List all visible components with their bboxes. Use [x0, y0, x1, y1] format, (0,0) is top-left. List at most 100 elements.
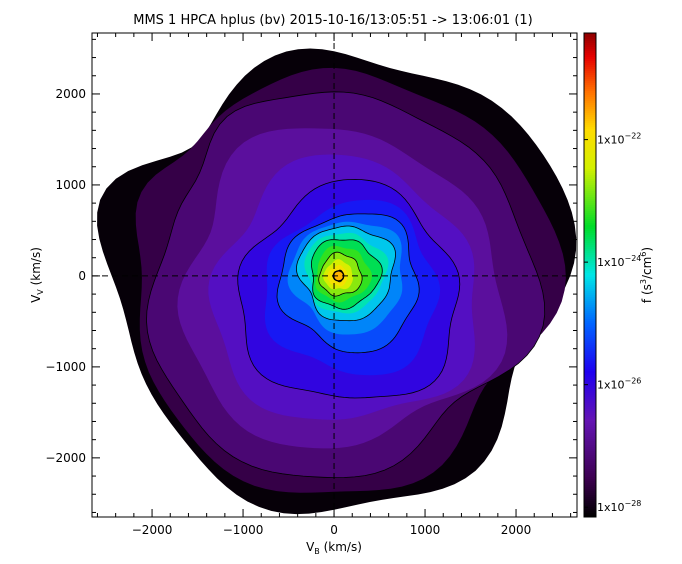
colorbar-segment: [584, 397, 596, 400]
colorbar-segment: [584, 233, 596, 236]
x-label-sub: B: [314, 547, 320, 556]
colorbar-segment: [584, 349, 596, 352]
colorbar-segment: [584, 513, 596, 516]
colorbar-segment: [584, 335, 596, 338]
colorbar-segment: [584, 361, 596, 364]
x-tick-label: 0: [330, 523, 338, 537]
colorbar-segment: [584, 359, 596, 362]
colorbar-segment: [584, 301, 596, 304]
colorbar-segment: [584, 321, 596, 324]
colorbar-segment: [584, 431, 596, 434]
colorbar-segment: [584, 475, 596, 478]
colorbar-segment: [584, 231, 596, 234]
y-label-sub: V: [36, 289, 45, 295]
colorbar-segment: [584, 313, 596, 316]
colorbar-tick-label: 1x10−28: [597, 499, 641, 514]
colorbar-segment: [584, 447, 596, 450]
colorbar-segment: [584, 287, 596, 290]
colorbar-segment: [584, 165, 596, 168]
colorbar-segment: [584, 469, 596, 472]
y-label-unit: (km/s): [29, 247, 43, 289]
colorbar-segment: [584, 491, 596, 494]
colorbar-segment: [584, 177, 596, 180]
colorbar-segment: [584, 391, 596, 394]
colorbar-segment: [584, 57, 596, 60]
colorbar-segment: [584, 381, 596, 384]
x-tick-label: −2000: [132, 523, 173, 537]
colorbar-segment: [584, 415, 596, 418]
colorbar-segment: [584, 261, 596, 264]
colorbar-segment: [584, 439, 596, 442]
colorbar-segment: [584, 167, 596, 170]
colorbar-segment: [584, 253, 596, 256]
colorbar-segment: [584, 67, 596, 70]
colorbar-segment: [584, 315, 596, 318]
colorbar-segment: [584, 221, 596, 224]
colorbar-segment: [584, 355, 596, 358]
colorbar-tick-label: 1x10−24: [597, 254, 641, 269]
colorbar-segment: [584, 93, 596, 96]
colorbar-segment: [584, 187, 596, 190]
colorbar-segment: [584, 429, 596, 432]
x-label-main: V: [306, 540, 315, 554]
colorbar-segment: [584, 343, 596, 346]
colorbar-segment: [584, 419, 596, 422]
colorbar-segment: [584, 137, 596, 140]
colorbar-segment: [584, 407, 596, 410]
colorbar-segment: [584, 87, 596, 90]
colorbar-segment: [584, 483, 596, 486]
colorbar-segment: [584, 169, 596, 172]
plot-area: [92, 33, 577, 517]
colorbar-segment: [584, 271, 596, 274]
colorbar-segment: [584, 499, 596, 502]
colorbar-segment: [584, 97, 596, 100]
colorbar-segment: [584, 139, 596, 142]
colorbar-segment: [584, 83, 596, 86]
colorbar-segment: [584, 43, 596, 46]
colorbar-segment: [584, 71, 596, 74]
colorbar-segment: [584, 497, 596, 500]
colorbar-segment: [584, 229, 596, 232]
colorbar-segment: [584, 437, 596, 440]
colorbar-segment: [584, 37, 596, 40]
colorbar-segment: [584, 133, 596, 136]
y-tick-label: 2000: [55, 87, 86, 101]
colorbar-segment: [584, 511, 596, 514]
x-label-unit: (km/s): [320, 540, 362, 554]
colorbar-segment: [584, 443, 596, 446]
colorbar-segment: [584, 189, 596, 192]
colorbar-segment: [584, 417, 596, 420]
colorbar-segment: [584, 161, 596, 164]
colorbar-segment: [584, 461, 596, 464]
colorbar-segment: [584, 309, 596, 312]
colorbar-segment: [584, 79, 596, 82]
colorbar-segment: [584, 331, 596, 334]
colorbar-segment: [584, 47, 596, 50]
colorbar-segment: [584, 305, 596, 308]
colorbar-segment: [584, 393, 596, 396]
colorbar-segment: [584, 135, 596, 138]
colorbar-segment: [584, 203, 596, 206]
colorbar-segment: [584, 191, 596, 194]
colorbar-segment: [584, 329, 596, 332]
colorbar-segment: [584, 369, 596, 372]
colorbar-segment: [584, 149, 596, 152]
colorbar-segment: [584, 213, 596, 216]
colorbar-tick-label: 1x10−26: [597, 377, 641, 392]
colorbar-segment: [584, 225, 596, 228]
colorbar-segment: [584, 277, 596, 280]
colorbar-segment: [584, 251, 596, 254]
colorbar-segment: [584, 117, 596, 120]
colorbar-segment: [584, 143, 596, 146]
colorbar-segment: [584, 303, 596, 306]
colorbar-segment: [584, 41, 596, 44]
colorbar-segment: [584, 409, 596, 412]
colorbar-segment: [584, 95, 596, 98]
colorbar-segment: [584, 509, 596, 512]
colorbar-segment: [584, 351, 596, 354]
colorbar-segment: [584, 297, 596, 300]
colorbar-segment: [584, 89, 596, 92]
colorbar-segment: [584, 433, 596, 436]
colorbar-segment: [584, 245, 596, 248]
